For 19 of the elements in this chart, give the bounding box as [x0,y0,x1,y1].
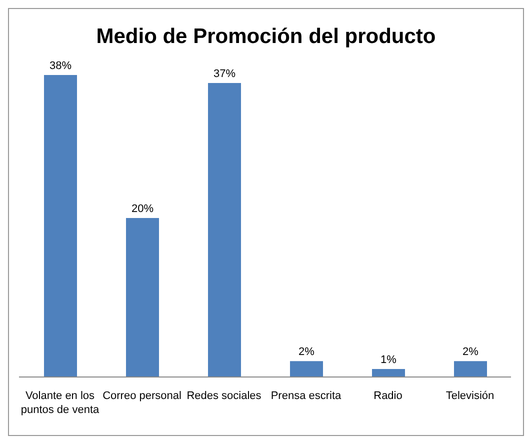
x-tick-label: Radio [374,390,402,402]
data-label: 20% [131,203,154,216]
x-tick-label: Volante en los puntos de venta [20,390,100,416]
bar [208,82,241,377]
bar [372,369,405,377]
x-tick-label: Redes sociales [186,390,262,402]
bar [290,361,323,377]
chart-title: Medio de Promoción del producto [95,25,437,49]
bar [454,361,487,377]
bar [44,75,77,377]
data-label: 37% [213,68,236,80]
data-label: 2% [298,346,315,358]
bar [126,218,159,377]
x-tick-label: Televisión [446,390,494,402]
x-tick-label: Correo personal [102,390,182,402]
data-label: 1% [380,354,397,366]
data-label: 2% [462,346,479,358]
x-tick-label: Prensa escrita [270,390,342,402]
data-label: 38% [49,60,72,72]
